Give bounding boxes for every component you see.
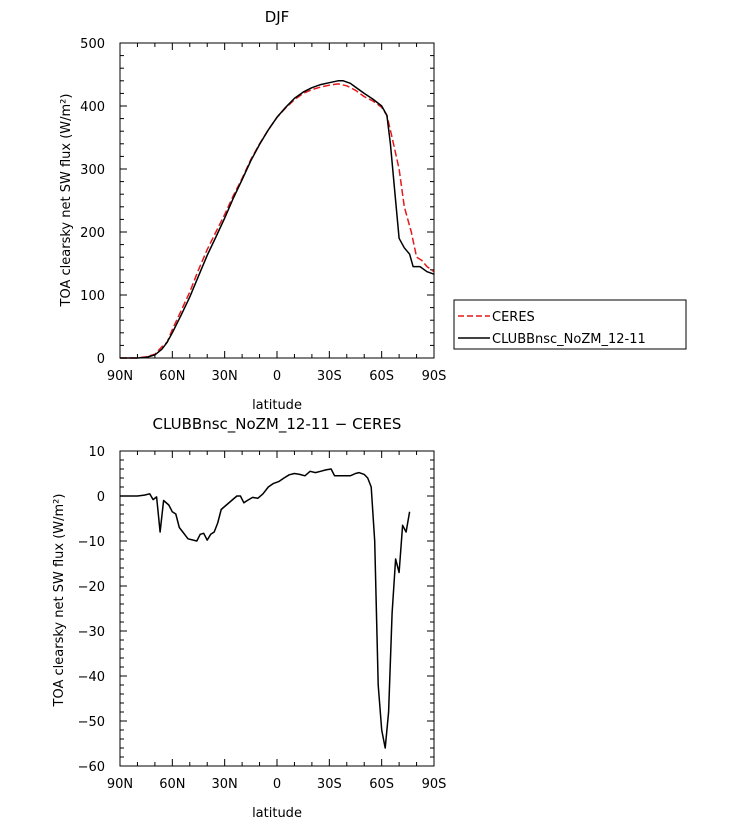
y-tick-label: 200 [80, 226, 105, 241]
x-tick-label: 30S [317, 777, 342, 792]
bottom-title: CLUBBnsc_NoZM_12-11 − CERES [153, 415, 402, 434]
x-tick-label: 60N [159, 369, 185, 384]
x-tick-label: 90S [422, 777, 447, 792]
y-tick-label: 0 [97, 490, 105, 505]
x-tick-label: 90N [107, 369, 133, 384]
x-tick-label: 0 [273, 777, 281, 792]
top-y-axis-label: TOA clearsky net SW flux (W/m²) [59, 94, 74, 308]
x-tick-label: 90S [422, 369, 447, 384]
y-tick-label: −20 [78, 580, 105, 595]
top-plot-frame [119, 42, 435, 359]
y-tick-label: −10 [78, 535, 105, 550]
legend: CERES CLUBBnsc_NoZM_12-11 [453, 299, 687, 350]
y-tick-label: 10 [88, 445, 105, 460]
x-tick-label: 30S [317, 369, 342, 384]
y-tick-label: 400 [80, 100, 105, 115]
bottom-series [120, 468, 411, 749]
y-tick-label: 0 [97, 352, 105, 367]
series-line-clubbnsc-nozm-12-11 [120, 80, 435, 359]
x-tick-label: 0 [273, 369, 281, 384]
y-tick-label: 300 [80, 163, 105, 178]
y-tick-label: −60 [78, 760, 105, 775]
y-tick-label: −30 [78, 625, 105, 640]
bottom-x-axis-label: latitude [252, 806, 302, 821]
top-series [120, 80, 435, 359]
y-tick-label: −50 [78, 715, 105, 730]
x-tick-label: 60N [159, 777, 185, 792]
legend-box [453, 299, 687, 350]
x-tick-label: 90N [107, 777, 133, 792]
bottom-ticks: 90N 60N 30N 0 30S 60S 90S 10 0 −10 −20 −30 −40 −50 −60 [78, 445, 447, 792]
y-tick-label: 100 [80, 289, 105, 304]
x-tick-label: 30N [212, 777, 238, 792]
x-tick-label: 60S [369, 369, 394, 384]
y-tick-label: −40 [78, 670, 105, 685]
top-title: DJF [265, 8, 290, 26]
y-tick-label: 500 [80, 37, 105, 52]
top-x-axis-label: latitude [252, 398, 302, 413]
top-panel: DJF 90N 60N 30N 0 30S 60S 90S0100200300400500 … [59, 8, 446, 413]
bottom-y-axis-label: TOA clearsky net SW flux (W/m²) [52, 494, 67, 708]
series-line-difference [120, 468, 411, 749]
legend-label-ceres: CERES [492, 310, 535, 325]
top-ticks: 90N 60N 30N 0 30S 60S 90S 0 100 200 300 400 500 [80, 37, 446, 384]
bottom-plot-frame [119, 450, 435, 767]
series-line-ceres [120, 83, 435, 359]
bottom-panel: CLUBBnsc_NoZM_12-11 − CERES 90N 60N 30N 0 30… [52, 415, 446, 821]
legend-label-clubb: CLUBBnsc_NoZM_12-11 [492, 332, 646, 347]
x-tick-label: 30N [212, 369, 238, 384]
x-tick-label: 60S [369, 777, 394, 792]
